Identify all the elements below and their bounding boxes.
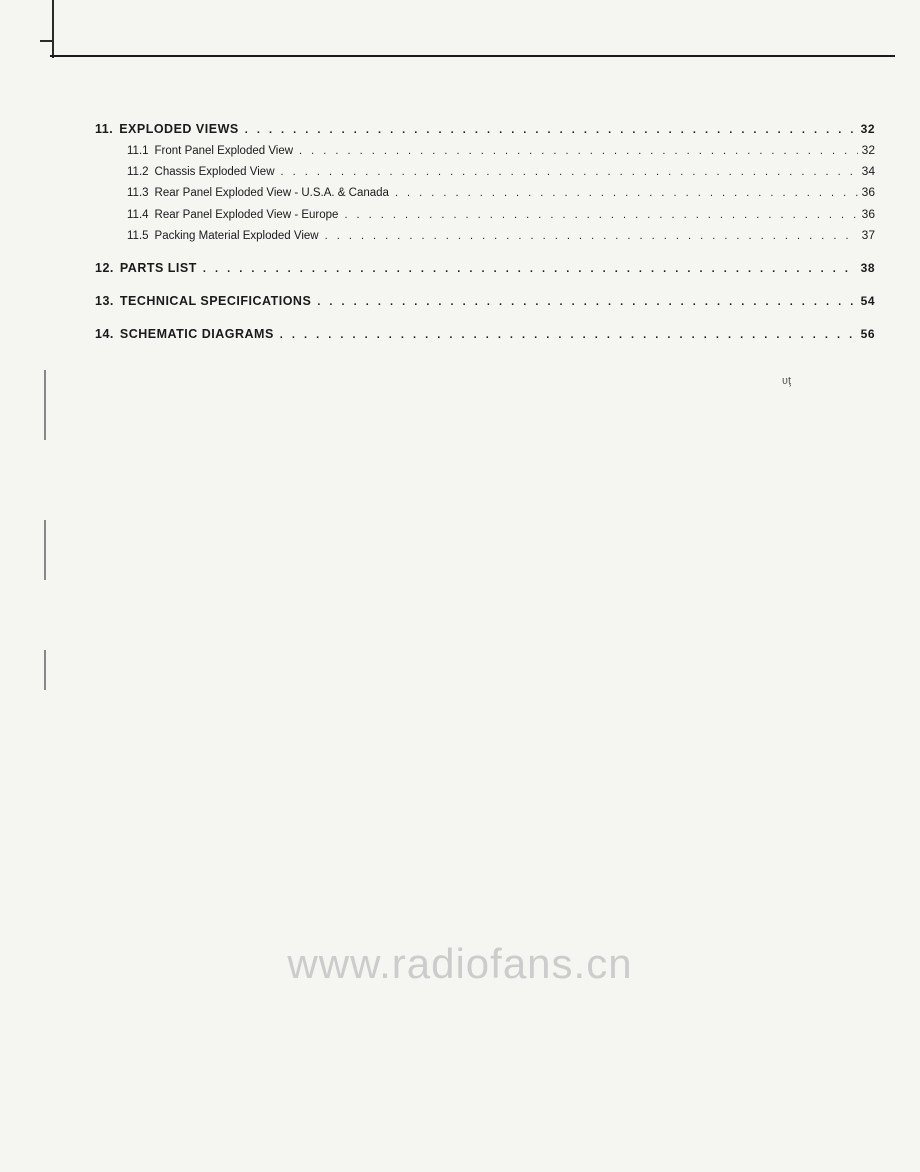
toc-leader-dots: . . . . . . . . . . . . . . . . . . . . … bbox=[203, 261, 857, 278]
toc-entry-page: 32 bbox=[862, 141, 875, 159]
toc-main-entry: 11. EXPLODED VIEWS . . . . . . . . . . . .… bbox=[95, 120, 875, 139]
toc-entry-number: 11.2 bbox=[127, 164, 149, 181]
toc-entry-title: Rear Panel Exploded View - U.S.A. & Cana… bbox=[155, 185, 389, 202]
toc-entry-title: Rear Panel Exploded View - Europe bbox=[155, 207, 339, 224]
toc-entry-title: Front Panel Exploded View bbox=[155, 143, 294, 160]
toc-sub-entry: 11.5 Packing Material Exploded View . . . … bbox=[95, 226, 875, 245]
toc-leader-dots: . . . . . . . . . . . . . . . . . . . . … bbox=[317, 294, 856, 311]
toc-entry-number: 12. bbox=[95, 259, 114, 278]
toc-main-entry: 12. PARTS LIST . . . . . . . . . . . . . .… bbox=[95, 259, 875, 278]
toc-section: 11. EXPLODED VIEWS . . . . . . . . . . . .… bbox=[95, 120, 875, 245]
toc-leader-dots: . . . . . . . . . . . . . . . . . . . . … bbox=[245, 122, 857, 139]
toc-sub-entry: 11.1 Front Panel Exploded View . . . . . .… bbox=[95, 141, 875, 160]
toc-section: 13. TECHNICAL SPECIFICATIONS . . . . . . .… bbox=[95, 292, 875, 311]
scanned-page: 11. EXPLODED VIEWS . . . . . . . . . . . .… bbox=[0, 0, 920, 1172]
toc-section: 14. SCHEMATIC DIAGRAMS . . . . . . . . . .… bbox=[95, 325, 875, 344]
toc-entry-number: 11. bbox=[95, 120, 113, 139]
toc-entry-number: 13. bbox=[95, 292, 114, 311]
toc-entry-page: 37 bbox=[862, 226, 875, 244]
toc-leader-dots: . . . . . . . . . . . . . . . . . . . . … bbox=[299, 143, 858, 160]
binding-mark bbox=[44, 650, 46, 690]
toc-entry-page: 36 bbox=[862, 205, 875, 223]
toc-entry-title: SCHEMATIC DIAGRAMS bbox=[120, 325, 274, 344]
toc-entry-page: 32 bbox=[861, 120, 875, 138]
toc-leader-dots: . . . . . . . . . . . . . . . . . . . . … bbox=[281, 164, 858, 181]
toc-entry-title: EXPLODED VIEWS bbox=[119, 120, 239, 139]
toc-leader-dots: . . . . . . . . . . . . . . . . . . . . … bbox=[344, 207, 857, 224]
toc-entry-page: 34 bbox=[862, 162, 875, 180]
toc-entry-title: Chassis Exploded View bbox=[155, 164, 275, 181]
toc-entry-page: 38 bbox=[861, 259, 875, 277]
scan-artifact-hook bbox=[40, 40, 54, 42]
toc-leader-dots: . . . . . . . . . . . . . . . . . . . . … bbox=[395, 185, 858, 202]
binding-mark bbox=[44, 520, 46, 580]
toc-leader-dots: . . . . . . . . . . . . . . . . . . . . … bbox=[325, 228, 858, 245]
table-of-contents: 11. EXPLODED VIEWS . . . . . . . . . . . .… bbox=[95, 120, 875, 357]
toc-sub-entry: 11.4 Rear Panel Exploded View - Europe . .… bbox=[95, 205, 875, 224]
toc-entry-number: 11.1 bbox=[127, 143, 149, 160]
toc-entry-number: 11.4 bbox=[127, 207, 149, 224]
toc-main-entry: 14. SCHEMATIC DIAGRAMS . . . . . . . . . .… bbox=[95, 325, 875, 344]
toc-entry-page: 36 bbox=[862, 183, 875, 201]
binding-mark bbox=[44, 370, 46, 440]
toc-main-entry: 13. TECHNICAL SPECIFICATIONS . . . . . . .… bbox=[95, 292, 875, 311]
toc-entry-title: PARTS LIST bbox=[120, 259, 197, 278]
scan-artifact-vertical bbox=[52, 0, 54, 58]
toc-entry-title: TECHNICAL SPECIFICATIONS bbox=[120, 292, 311, 311]
toc-entry-number: 11.5 bbox=[127, 228, 149, 245]
toc-entry-title: Packing Material Exploded View bbox=[155, 228, 319, 245]
toc-sub-entry: 11.3 Rear Panel Exploded View - U.S.A. & … bbox=[95, 183, 875, 202]
watermark-text: www.radiofans.cn bbox=[0, 940, 920, 988]
scan-artifact-text: ʋţ bbox=[782, 375, 791, 387]
toc-entry-number: 14. bbox=[95, 325, 114, 344]
toc-entry-number: 11.3 bbox=[127, 185, 149, 202]
toc-entry-page: 54 bbox=[861, 292, 875, 310]
toc-section: 12. PARTS LIST . . . . . . . . . . . . . .… bbox=[95, 259, 875, 278]
header-rule-line bbox=[50, 55, 895, 57]
toc-leader-dots: . . . . . . . . . . . . . . . . . . . . … bbox=[280, 327, 857, 344]
toc-entry-page: 56 bbox=[861, 325, 875, 343]
toc-sub-entry: 11.2 Chassis Exploded View . . . . . . . .… bbox=[95, 162, 875, 181]
